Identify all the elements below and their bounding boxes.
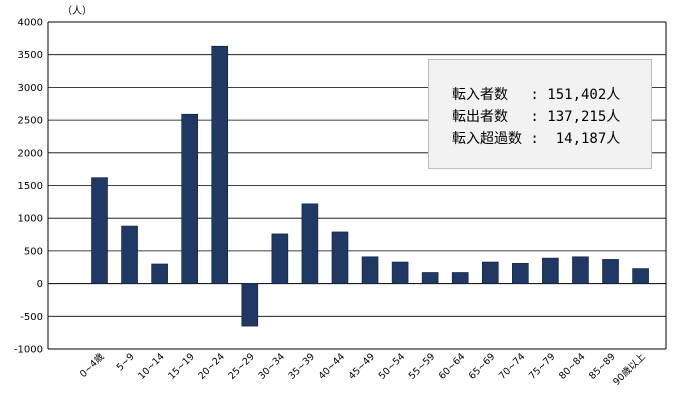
- x-tick-label: 5~9: [115, 351, 137, 373]
- bar-7: [301, 203, 319, 284]
- y-tick-label: 1500: [18, 181, 43, 192]
- bar-9: [361, 256, 379, 284]
- bar-14: [512, 263, 529, 284]
- x-tick-label: 50~54: [377, 351, 408, 382]
- bar-5: [241, 283, 259, 327]
- bar-11: [421, 272, 439, 284]
- x-tick-label: 70~74: [497, 351, 528, 382]
- y-tick-label: -500: [20, 312, 43, 323]
- y-tick-label: 2500: [18, 116, 43, 127]
- x-tick-label: 30~34: [256, 351, 287, 382]
- y-tick-label: 2000: [18, 148, 43, 159]
- x-tick-label: 60~64: [437, 351, 468, 382]
- bar-2: [151, 263, 168, 284]
- x-tick-label: 75~79: [527, 351, 558, 382]
- summary-moved-in: 転入者数 : 151,402人: [452, 87, 621, 103]
- summary-net-inflow: 転入超過数 : 14,187人: [452, 131, 621, 147]
- bar-16: [572, 256, 589, 284]
- y-tick-label: 500: [24, 246, 43, 257]
- y-tick-label: 4000: [18, 18, 43, 29]
- migration-summary-box: 転入者数 : 151,402人 転出者数 : 137,215人 転入超過数 : …: [428, 59, 652, 169]
- bar-15: [542, 257, 559, 284]
- y-tick-label: 1000: [18, 214, 43, 225]
- x-tick-label: 0~4歳: [77, 350, 107, 380]
- y-tick-label: 0: [37, 279, 43, 290]
- bar-0: [91, 177, 108, 284]
- x-tick-label: 15~19: [166, 351, 197, 382]
- bar-13: [481, 261, 499, 284]
- y-axis-unit-label: （人）: [62, 5, 92, 17]
- bar-12: [451, 272, 469, 284]
- y-tick-label: 3500: [18, 50, 43, 61]
- bar-17: [602, 259, 619, 284]
- x-tick-label: 40~44: [317, 351, 348, 382]
- bar-18: [632, 268, 649, 284]
- bar-8: [331, 231, 349, 284]
- y-tick-label: 3000: [18, 83, 43, 94]
- x-tick-label: 35~39: [287, 351, 318, 382]
- x-tick-label: 80~84: [557, 351, 588, 382]
- x-tick-label: 10~14: [136, 351, 167, 382]
- x-tick-label: 55~59: [407, 351, 438, 382]
- bar-4: [211, 45, 229, 284]
- x-axis-tick-labels: 0~4歳 5~9 10~14 15~19 20~24 25~29 30~34 35~39 40~…: [77, 350, 648, 388]
- y-tick-label: -1000: [14, 345, 43, 356]
- x-tick-label: 90歳以上: [611, 350, 649, 388]
- summary-moved-out: 転出者数 : 137,215人: [452, 109, 621, 125]
- x-tick-label: 65~69: [467, 351, 498, 382]
- x-tick-label: 25~29: [226, 351, 257, 382]
- bar-1: [121, 225, 138, 284]
- bars: [91, 45, 649, 327]
- bar-10: [391, 261, 409, 284]
- bar-6: [271, 233, 289, 284]
- x-tick-label: 45~49: [347, 351, 378, 382]
- y-axis-tick-labels: 4000 3500 3000 2500 2000 1500 1000 500 0 -500 -100…: [14, 18, 43, 356]
- x-tick-label: 20~24: [196, 351, 227, 382]
- bar-3: [181, 113, 198, 284]
